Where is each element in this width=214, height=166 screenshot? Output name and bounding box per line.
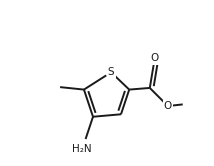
Text: O: O [164, 101, 172, 111]
Text: H₂N: H₂N [73, 144, 92, 154]
Text: O: O [151, 53, 159, 63]
Text: S: S [108, 67, 114, 77]
